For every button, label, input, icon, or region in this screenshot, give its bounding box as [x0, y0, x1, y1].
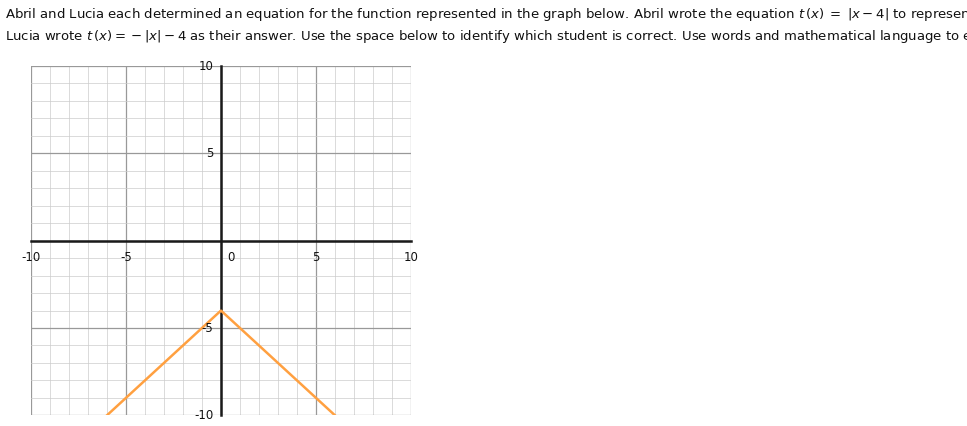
Text: -5: -5	[201, 322, 214, 334]
Text: 10: 10	[403, 251, 419, 264]
Text: -5: -5	[120, 251, 132, 264]
Text: Lucia wrote $t\,(x) = -|x| - 4$ as their answer. Use the space below to identify: Lucia wrote $t\,(x) = -|x| - 4$ as their…	[5, 28, 967, 45]
Text: 5: 5	[312, 251, 320, 264]
Text: 5: 5	[206, 147, 214, 160]
Text: Abril and Lucia each determined an equation for the function represented in the : Abril and Lucia each determined an equat…	[5, 6, 967, 23]
Text: 10: 10	[198, 60, 214, 72]
Text: -10: -10	[194, 409, 214, 422]
Text: 0: 0	[227, 251, 235, 264]
Text: -10: -10	[21, 251, 41, 264]
